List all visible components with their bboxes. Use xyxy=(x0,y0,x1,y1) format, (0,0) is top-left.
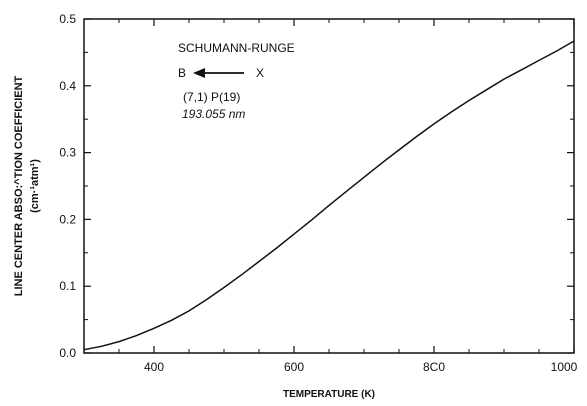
y-tick-label: 0.3 xyxy=(59,146,76,160)
x-tick-label: 400 xyxy=(144,360,164,374)
annotation-from-state: B xyxy=(178,66,186,80)
y-axis-title-line2: (cm·¹atm¹) xyxy=(29,159,41,213)
y-tick-label: 0.5 xyxy=(59,12,76,26)
y-tick-label: 0.0 xyxy=(59,346,76,360)
transition-arrow xyxy=(193,68,244,78)
y-tick-label: 0.1 xyxy=(59,279,76,293)
y-axis-title-line1: LINE CENTER ABSO:^TION COEFFICIENT xyxy=(13,75,25,296)
y-tick-label: 0.4 xyxy=(59,79,76,93)
y-tick-label: 0.2 xyxy=(59,212,76,226)
x-axis-title: TEMPERATURE (K) xyxy=(283,389,375,400)
annotation-to-state: X xyxy=(256,66,264,80)
annotation-line3: (7,1) P(19) xyxy=(183,90,240,104)
ticks-group xyxy=(83,18,575,354)
x-tick-label: 1000 xyxy=(551,360,578,374)
x-tick-label: 600 xyxy=(284,360,304,374)
plot-frame xyxy=(83,18,575,354)
series-line xyxy=(83,40,575,351)
annotation-line4: 193.055 nm xyxy=(182,107,245,121)
x-tick-label: 8C0 xyxy=(423,360,445,374)
annotation-line1: SCHUMANN-RUNGE xyxy=(178,41,295,55)
tick-labels-group: 400 600 8C0 1000 0.0 0.1 0.2 0.3 0.4 0.5 xyxy=(59,12,577,374)
